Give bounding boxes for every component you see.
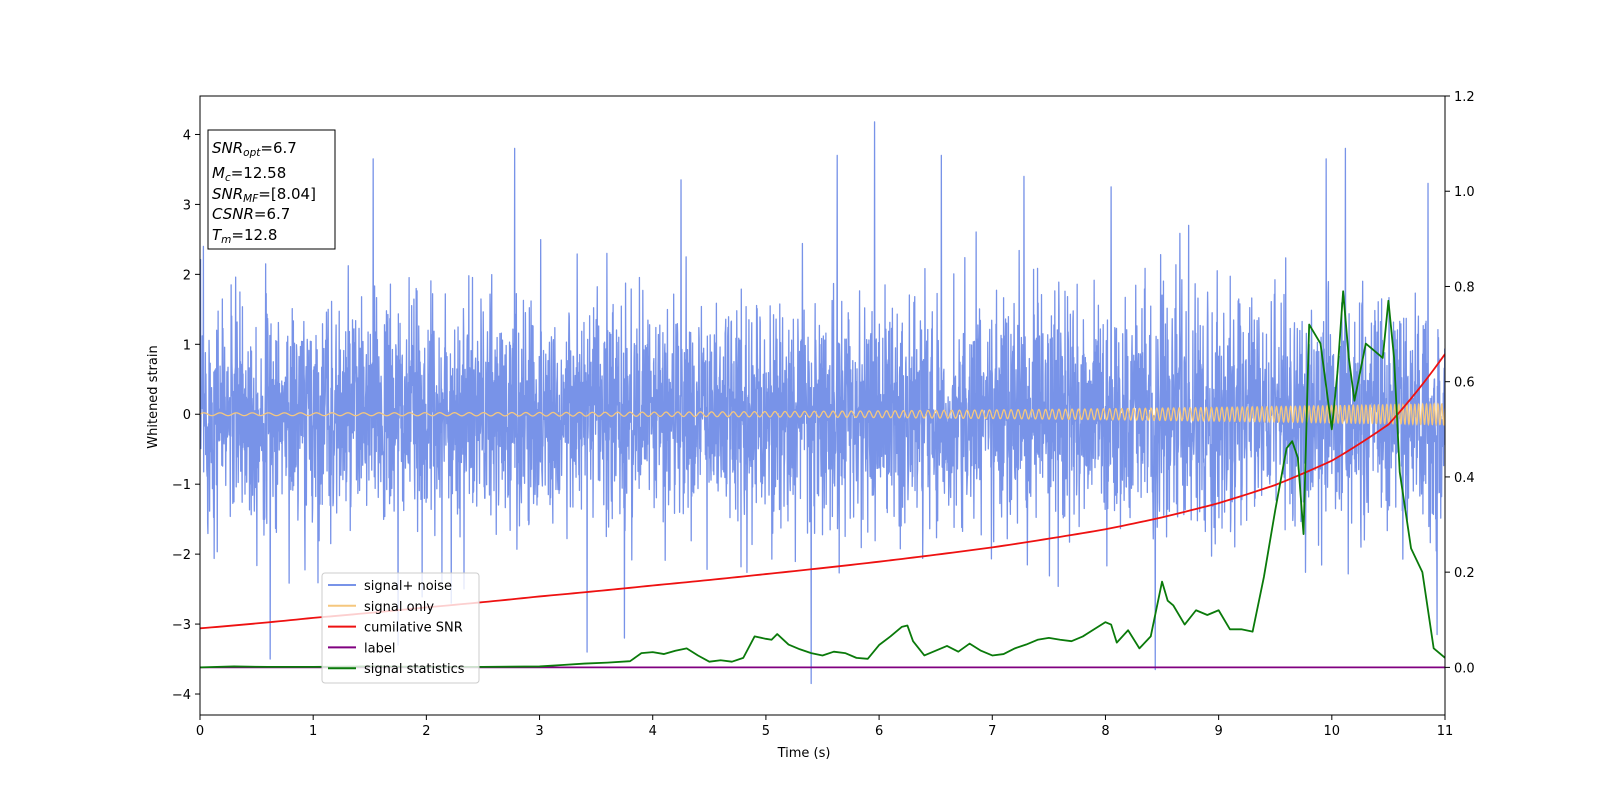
- annotation-line: Tm=12.8: [212, 226, 277, 246]
- y-right-tick-label: 0.2: [1454, 566, 1475, 581]
- annotation-line: CSNR=6.7: [212, 205, 290, 223]
- y-right-tick-label: 1.2: [1454, 90, 1475, 105]
- legend-box: [321, 572, 480, 684]
- x-tick-label: 5: [762, 724, 770, 739]
- legend-label: label: [364, 641, 395, 656]
- annotation-line: SNRopt=6.7: [212, 139, 297, 159]
- legend: signal+ noise signal only cumilative SNR la…: [321, 572, 480, 684]
- series-signal-only-line: [200, 402, 1445, 427]
- y-tick-label: −2: [172, 548, 191, 563]
- x-tick-label: 9: [1214, 724, 1222, 739]
- annotation-line: SNRMF=[8.04]: [212, 185, 316, 205]
- y-tick-label: 1: [183, 338, 191, 353]
- annotation-frame: [207, 129, 336, 250]
- y-right-tick-label: 0.0: [1454, 661, 1475, 676]
- x-tick-label: 7: [988, 724, 996, 739]
- y-tick-label: 2: [183, 268, 191, 283]
- x-tick-label: 11: [1437, 724, 1454, 739]
- series-signal-noise-line: [200, 121, 1445, 685]
- y-right-tick-label: 0.6: [1454, 376, 1475, 391]
- x-tick-label: 6: [875, 724, 883, 739]
- y-tick-label: 0: [183, 408, 191, 423]
- y-tick-label: −3: [172, 618, 191, 633]
- y-tick-label: 3: [183, 198, 191, 213]
- x-tick-label: 4: [649, 724, 657, 739]
- y-right-tick-label: 0.8: [1454, 280, 1475, 295]
- x-tick-label: 2: [422, 724, 430, 739]
- plot-frame: [199, 95, 1446, 716]
- x-tick-label: 3: [535, 724, 543, 739]
- x-axis-label: Time (s): [777, 746, 831, 761]
- legend-label: signal only: [364, 600, 434, 615]
- axes: 0 1 2 3 4 5 6 7 8 9 10 11 −4 −3 −2 −1 0 1 2 3 4 0.0 0.2 0.4 0.6 0…: [172, 90, 1475, 739]
- x-tick-label: 8: [1101, 724, 1109, 739]
- annotation-line: Mc=12.58: [212, 164, 286, 184]
- legend-label: signal+ noise: [364, 579, 452, 594]
- series-signal-statistics-line: [200, 290, 1445, 669]
- legend-label: cumilative SNR: [364, 621, 463, 636]
- x-tick-label: 0: [196, 724, 204, 739]
- y-tick-label: −4: [172, 688, 191, 703]
- x-tick-label: 10: [1324, 724, 1341, 739]
- y-right-tick-label: 0.4: [1454, 471, 1475, 486]
- y-axis-label: Whitened strain: [146, 345, 161, 448]
- y-tick-label: 4: [183, 128, 191, 143]
- x-tick-label: 1: [309, 724, 317, 739]
- legend-label: signal statistics: [364, 662, 465, 677]
- y-right-tick-label: 1.0: [1454, 185, 1475, 200]
- y-tick-label: −1: [172, 478, 191, 493]
